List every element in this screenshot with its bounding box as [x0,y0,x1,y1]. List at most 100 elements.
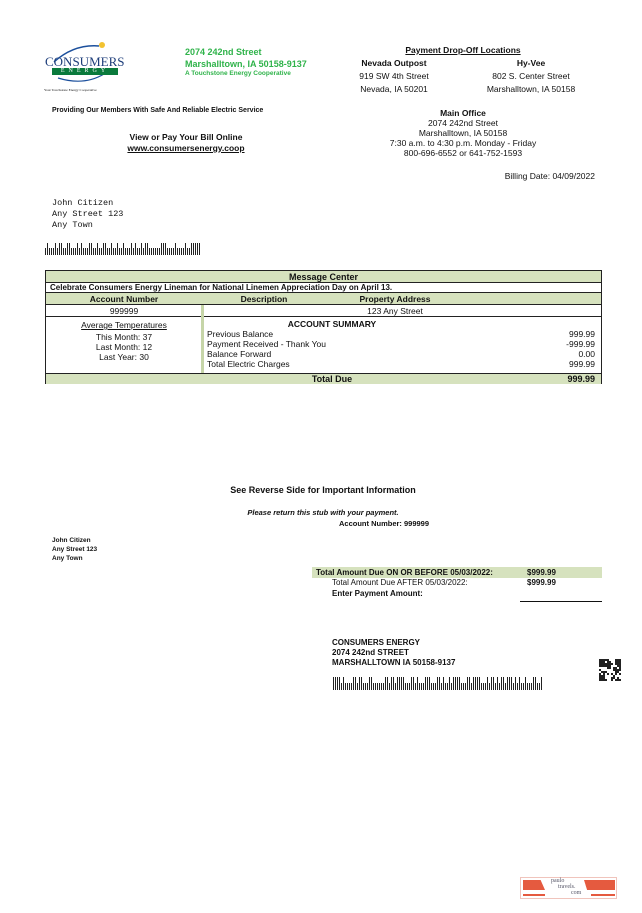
barcode-bar [477,677,478,690]
barcode-bar [479,677,480,690]
logo-swoosh-icon [53,42,105,82]
barcode-bar [519,677,520,690]
qr-code-icon [599,659,621,681]
barcode-bar [47,243,48,255]
barcode-bar [355,677,356,690]
barcode-bar [59,243,60,255]
barcode-bar [71,248,72,255]
barcode-bar [195,243,196,255]
barcode-bar [197,243,198,255]
barcode-bar [493,677,494,690]
barcode-bar [459,677,460,690]
barcode-bar [67,243,68,255]
barcode-bar [159,248,160,255]
barcode-bar [533,677,534,690]
summary-value: 0.00 [578,349,595,359]
barcode-bar [461,682,462,690]
barcode-bar [151,248,152,255]
barcode-bar [51,248,52,255]
main-office-city: Marshalltown, IA 50158 [418,128,508,138]
payment-amount-field[interactable] [520,601,602,602]
barcode-bar [73,248,74,255]
barcode-bar [333,677,334,690]
barcode-bar [537,682,538,690]
header-account-number: Account Number [89,294,159,304]
barcode-bar [377,682,378,690]
barcode-bar [487,677,488,690]
table-row: 999999 123 Any Street [46,305,601,317]
barcode-bar [137,248,138,255]
barcode-bar [471,682,472,690]
barcode-bar [335,677,336,690]
barcode-bar [397,677,398,690]
barcode-bar [505,682,506,690]
customer-name: John Citizen [52,198,114,208]
summary-label: Payment Received - Thank You [207,339,326,349]
barcode-bar [127,248,128,255]
barcode-bar [391,677,392,690]
barcode-bar [373,682,374,690]
logo-name: CONSUMERS [45,54,125,69]
barcode-bar [415,682,416,690]
barcode-bar [443,677,444,690]
barcode-bar [523,682,524,690]
barcode-bar [467,677,468,690]
barcode-bar [395,682,396,690]
barcode-bar [367,682,368,690]
barcode-bar [539,682,540,690]
barcode-bar [179,248,180,255]
barcode-bar [403,677,404,690]
barcode-bar [361,677,362,690]
total-due-row: Total Due 999.99 [46,373,601,384]
barcode-bar [163,243,164,255]
enter-payment-label: Enter Payment Amount: [332,589,423,598]
barcode-bar [99,248,100,255]
barcode-bar [149,248,150,255]
due-after-value: $999.99 [527,578,556,587]
barcode-bar [83,248,84,255]
barcode-bar [117,243,118,255]
barcode-bar [105,243,106,255]
customer-street: Any Street 123 [52,209,124,219]
barcode-bar [189,248,190,255]
account-number: 999999 [109,306,139,316]
barcode-bar [357,682,358,690]
barcode-bar [427,677,428,690]
barcode-bar [441,682,442,690]
remit-barcode [333,677,542,690]
summary-label: Balance Forward [207,349,272,359]
barcode-bar [57,248,58,255]
barcode-bar [115,248,116,255]
barcode-bar [91,243,92,255]
temp-item: Last Month: 12 [95,342,153,352]
company-coop: A Touchstone Energy Cooperative [185,70,291,77]
remit-line: 2074 242nd STREET [332,648,409,657]
column-divider [201,305,204,373]
barcode-bar [183,248,184,255]
barcode-bar [399,677,400,690]
barcode-bar [167,248,168,255]
summary-value: 999.99 [569,329,595,339]
barcode-bar [515,677,516,690]
location-city: Marshalltown, IA 50158 [486,84,576,94]
barcode-bar [525,677,526,690]
barcode-bar [507,677,508,690]
barcode-bar [483,682,484,690]
website-link[interactable]: www.consumersenergy.coop [127,143,245,153]
barcode-bar [185,243,186,255]
barcode-bar [61,243,62,255]
barcode-bar [389,682,390,690]
remit-line: CONSUMERS ENERGY [332,638,421,647]
barcode-bar [435,682,436,690]
barcode-bar [79,248,80,255]
barcode-bar [541,677,542,690]
barcode-bar [401,677,402,690]
barcode-bar [465,682,466,690]
barcode-bar [119,248,120,255]
customer-town: Any Town [52,220,93,230]
account-table: Message Center Celebrate Consumers Energ… [45,270,602,384]
summary-label: Total Electric Charges [207,359,290,369]
barcode-bar [425,677,426,690]
barcode-bar [87,248,88,255]
location-street: 802 S. Center Street [492,71,570,81]
